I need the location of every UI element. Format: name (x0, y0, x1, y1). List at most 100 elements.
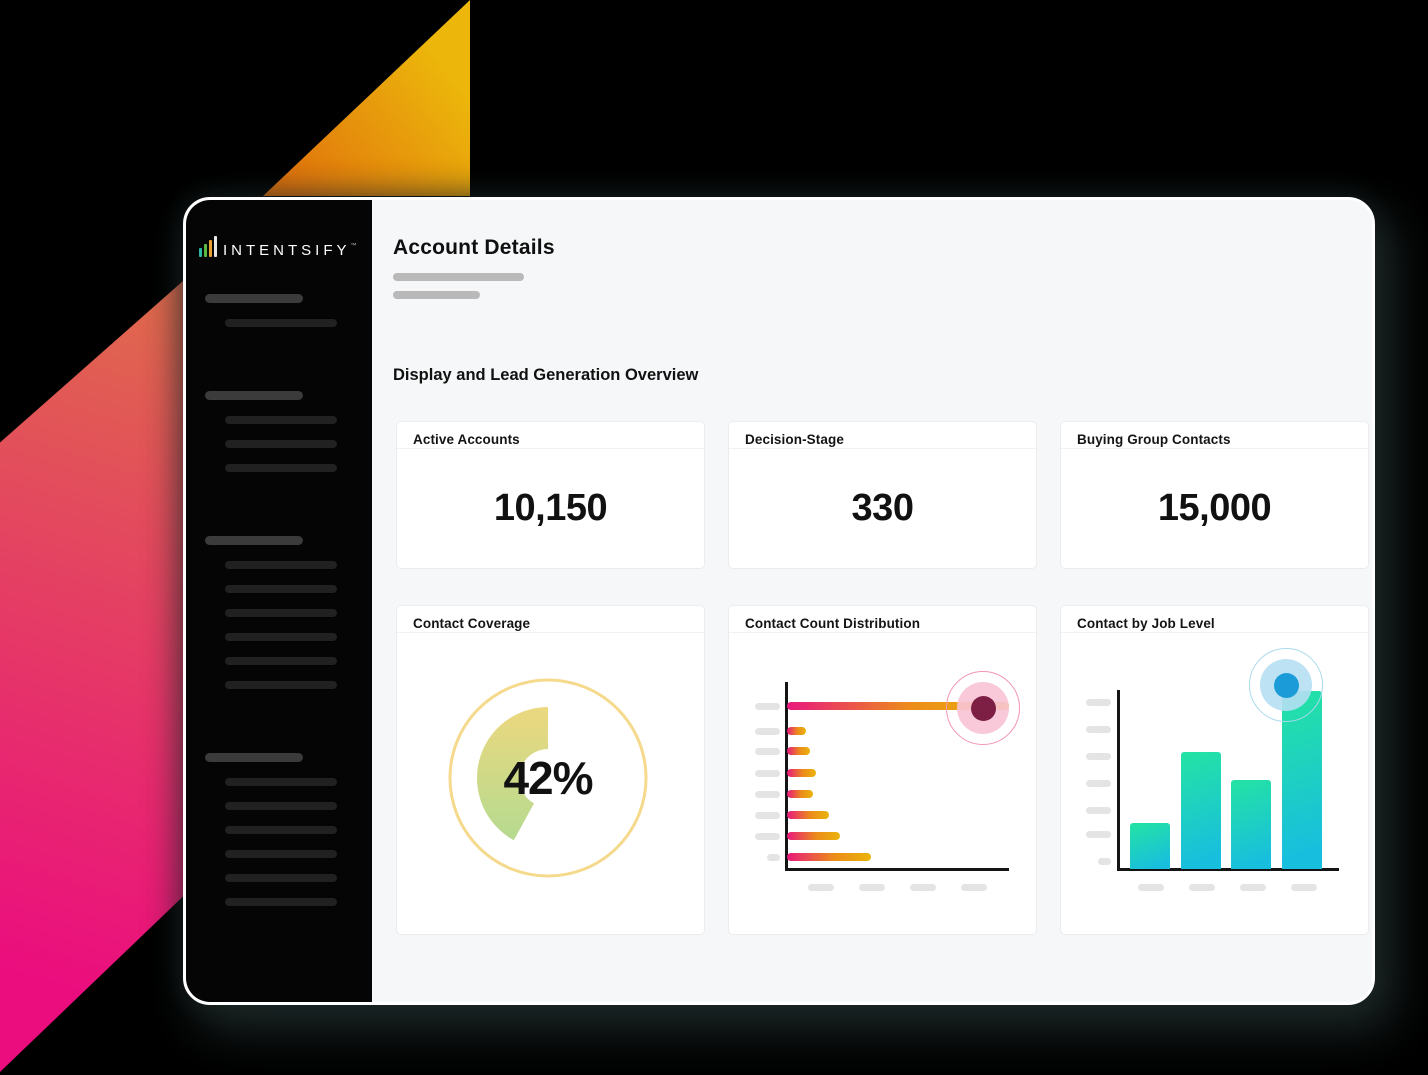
trademark-symbol: ™ (350, 243, 357, 249)
y-tick-placeholder (1086, 830, 1111, 838)
nav-item-placeholder[interactable] (225, 416, 337, 424)
kpi-row: Active Accounts 10,150 Decision-Stage 33… (396, 421, 1372, 569)
nav-item-placeholder[interactable] (225, 440, 337, 448)
nav-group (186, 753, 372, 906)
distribution-bar (787, 747, 810, 755)
job-level-bar (1181, 752, 1221, 869)
chart-card-contact-coverage[interactable]: Contact Coverage 42% (396, 605, 705, 935)
decorative-orange-triangle (263, 0, 470, 196)
nav-section-placeholder[interactable] (205, 391, 303, 400)
x-axis-line (1117, 868, 1339, 871)
signal-bar (209, 240, 212, 257)
nav-item-placeholder[interactable] (225, 609, 337, 617)
nav-section-placeholder[interactable] (205, 536, 303, 545)
x-tick-placeholder (1138, 884, 1164, 891)
nav-item-placeholder[interactable] (225, 802, 337, 810)
chart-label: Contact Coverage (413, 616, 531, 631)
section-title: Display and Lead Generation Overview (393, 366, 699, 384)
signal-bars-icon (199, 236, 217, 257)
kpi-card-decision-stage[interactable]: Decision-Stage 330 (728, 421, 1037, 569)
nav-item-placeholder[interactable] (225, 898, 337, 906)
signal-bar (204, 244, 207, 257)
nav-item-placeholder[interactable] (225, 826, 337, 834)
y-tick-placeholder (755, 811, 780, 819)
nav-item-placeholder[interactable] (225, 850, 337, 858)
distribution-bar (787, 727, 806, 735)
kpi-value: 15,000 (1157, 487, 1272, 529)
kpi-value: 330 (851, 487, 914, 529)
y-tick-placeholder (755, 832, 780, 840)
decorative-pink-stripe (0, 266, 200, 1072)
chart-label: Contact Count Distribution (745, 616, 921, 631)
y-tick-placeholder (755, 727, 780, 735)
x-tick-placeholder (961, 884, 987, 891)
distribution-bar (787, 790, 813, 798)
dashboard-window: INTENTSIFY™ Account Details Display and … (183, 197, 1375, 1005)
kpi-value: 10,150 (493, 487, 608, 529)
signal-bar (214, 236, 217, 257)
y-axis-line (785, 682, 788, 871)
chart-row: Contact Coverage 42% Contact Count Distr… (396, 605, 1372, 935)
y-tick-placeholder (1098, 857, 1111, 865)
highlight-dot (1273, 672, 1299, 698)
intentsify-logo[interactable]: INTENTSIFY™ (199, 232, 372, 262)
highlight-outer-ring (1249, 648, 1323, 722)
distribution-bar (787, 769, 816, 777)
distribution-bar (787, 832, 840, 840)
distribution-bar (787, 853, 871, 861)
nav-item-placeholder[interactable] (225, 874, 337, 882)
chart-label: Contact by Job Level (1077, 616, 1215, 631)
y-tick-placeholder (767, 853, 780, 861)
kpi-card-active-accounts[interactable]: Active Accounts 10,150 (396, 421, 705, 569)
sidebar-nav-skeleton (186, 294, 372, 906)
highlight-outer-ring (946, 671, 1020, 745)
kpi-label: Active Accounts (413, 432, 520, 447)
y-tick-placeholder (755, 769, 780, 777)
brand-name: INTENTSIFY™ (223, 242, 357, 259)
kpi-label: Decision-Stage (745, 432, 844, 447)
job-level-bar (1130, 823, 1170, 869)
y-tick-placeholder (755, 790, 780, 798)
kpi-card-buying-group-contacts[interactable]: Buying Group Contacts 15,000 (1060, 421, 1369, 569)
y-tick-placeholder (1086, 752, 1111, 760)
x-tick-placeholder (808, 884, 834, 891)
distribution-bar (787, 811, 829, 819)
coverage-donut-chart (448, 678, 648, 878)
chart-card-contact-count-distribution[interactable]: Contact Count Distribution (728, 605, 1037, 935)
distribution-bar (787, 702, 1009, 710)
sidebar: INTENTSIFY™ (186, 200, 372, 1002)
highlight-dot (970, 695, 996, 721)
nav-group (186, 391, 372, 472)
job-level-bar (1231, 780, 1271, 869)
y-tick-placeholder (755, 702, 780, 710)
subtitle-placeholder-bar (393, 273, 524, 281)
chart-card-contact-by-job-level[interactable]: Contact by Job Level (1060, 605, 1369, 935)
kpi-label: Buying Group Contacts (1077, 432, 1231, 447)
x-axis-line (785, 868, 1009, 871)
nav-section-placeholder[interactable] (205, 753, 303, 762)
page-title: Account Details (393, 236, 555, 259)
nav-item-placeholder[interactable] (225, 464, 337, 472)
x-tick-placeholder (1240, 884, 1266, 891)
nav-item-placeholder[interactable] (225, 561, 337, 569)
nav-item-placeholder[interactable] (225, 778, 337, 786)
coverage-percent: 42% (503, 752, 593, 804)
nav-item-placeholder[interactable] (225, 681, 337, 689)
x-tick-placeholder (1291, 884, 1317, 891)
x-tick-placeholder (1189, 884, 1215, 891)
nav-item-placeholder[interactable] (225, 657, 337, 665)
main-content: Account Details Display and Lead Generat… (372, 200, 1372, 1002)
y-tick-placeholder (1086, 725, 1111, 733)
x-tick-placeholder (910, 884, 936, 891)
x-tick-placeholder (859, 884, 885, 891)
subtitle-placeholder-bar (393, 291, 480, 299)
y-tick-placeholder (1086, 806, 1111, 814)
nav-group (186, 294, 372, 327)
nav-section-placeholder[interactable] (205, 294, 303, 303)
nav-group (186, 536, 372, 689)
nav-item-placeholder[interactable] (225, 633, 337, 641)
y-tick-placeholder (1086, 779, 1111, 787)
nav-item-placeholder[interactable] (225, 585, 337, 593)
nav-item-placeholder[interactable] (225, 319, 337, 327)
